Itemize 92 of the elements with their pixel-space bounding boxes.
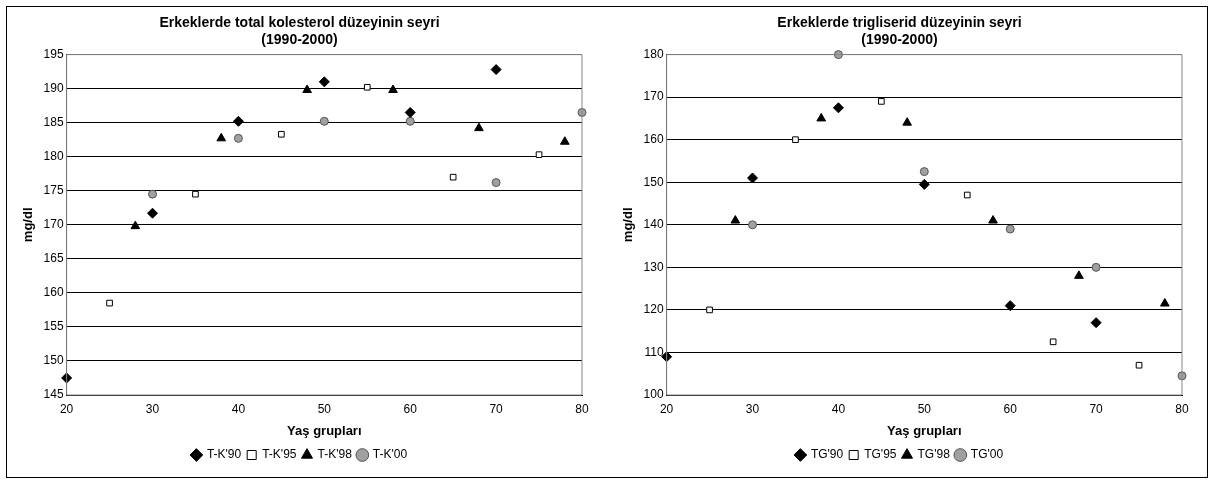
x-tick-label: 60 — [1003, 401, 1018, 416]
y-axis-title: mg/dl — [20, 207, 36, 243]
point — [449, 173, 457, 181]
x-tick-label: 50 — [317, 401, 332, 416]
y-tick-label: 190 — [43, 80, 64, 95]
point — [1091, 262, 1101, 272]
point — [318, 76, 330, 88]
point — [232, 115, 244, 127]
y-tick-label: 165 — [43, 251, 64, 266]
point — [878, 98, 885, 105]
point — [730, 215, 741, 224]
y-tick-label: 160 — [643, 132, 664, 147]
point — [1135, 361, 1143, 369]
point — [147, 207, 159, 219]
point — [278, 130, 285, 138]
point — [1005, 224, 1015, 234]
x-tick-label: 70 — [1089, 401, 1104, 416]
legend-label: T-K'90 — [206, 447, 242, 462]
y-tick-label: 120 — [643, 302, 664, 317]
x-tick-label: 50 — [917, 401, 932, 416]
point — [1004, 300, 1016, 312]
point — [963, 191, 971, 199]
y-tick-label: 170 — [643, 89, 664, 104]
point — [902, 117, 912, 126]
legend-label: TG'90 — [810, 447, 844, 462]
y-tick-label: 170 — [43, 217, 64, 232]
x-axis-title: Yaş grupları — [887, 422, 962, 438]
point — [405, 116, 415, 126]
y-tick-label: 175 — [43, 183, 64, 198]
x-tick-label: 20 — [659, 401, 674, 416]
x-tick-label: 40 — [831, 401, 846, 416]
x-tick-label: 80 — [575, 401, 589, 416]
point — [918, 178, 930, 190]
x-tick-label: 60 — [403, 401, 418, 416]
y-axis-title: mg/dl — [620, 207, 636, 243]
point — [491, 178, 501, 188]
point — [748, 220, 758, 230]
point — [1074, 270, 1084, 279]
point — [1159, 298, 1170, 307]
x-tick-label: 30 — [145, 401, 160, 416]
point — [816, 112, 827, 122]
y-tick-label: 180 — [43, 149, 64, 164]
point — [919, 167, 929, 177]
y-tick-label: 140 — [643, 217, 664, 232]
legend-label: T-K'95 — [262, 447, 297, 462]
point — [1049, 338, 1057, 346]
x-tick-label: 20 — [59, 401, 74, 416]
y-tick-label: 150 — [43, 353, 64, 368]
point — [148, 189, 158, 199]
point — [833, 50, 843, 60]
y-tick-label: 195 — [43, 46, 64, 61]
y-tick-label: 150 — [643, 174, 664, 189]
legend-label: TG'95 — [864, 447, 897, 462]
point — [61, 372, 73, 384]
point — [474, 122, 484, 132]
y-tick-label: 130 — [643, 259, 664, 274]
point — [130, 220, 141, 230]
legend-label: TG'98 — [917, 447, 951, 462]
point — [319, 116, 329, 126]
x-tick-label: 80 — [1175, 401, 1189, 416]
point — [363, 83, 371, 91]
chart-title: Erkeklerde total kolesterol düzeyinin seyri (1990-2000) — [159, 14, 440, 48]
y-tick-label: 155 — [43, 319, 64, 334]
y-tick-label: 185 — [43, 114, 64, 129]
y-tick-label: 110 — [644, 344, 664, 359]
point — [988, 215, 998, 224]
x-axis-title: Yaş grupları — [287, 422, 362, 438]
y-tick-label: 145 — [43, 387, 64, 402]
chart-title: Erkeklerde trigliserid düzeyinin seyri (1990-2000) — [777, 14, 1022, 48]
point — [388, 84, 398, 93]
legend-label: T-K'00 — [372, 447, 408, 462]
point — [535, 151, 543, 159]
point — [192, 190, 199, 198]
point — [216, 132, 227, 142]
point — [106, 299, 113, 307]
legend-label: TG'00 — [970, 447, 1004, 462]
point — [706, 306, 713, 314]
point — [792, 136, 799, 144]
point — [832, 102, 844, 114]
legend-label: T-K'98 — [317, 447, 353, 462]
point — [1090, 317, 1102, 329]
point — [490, 64, 502, 76]
point — [559, 136, 570, 145]
y-tick-label: 180 — [643, 46, 664, 61]
point — [302, 84, 312, 93]
x-tick-label: 70 — [489, 401, 504, 416]
y-tick-label: 100 — [643, 387, 664, 402]
x-tick-label: 30 — [745, 401, 760, 416]
point — [233, 133, 243, 143]
x-tick-label: 40 — [231, 401, 246, 416]
y-tick-label: 160 — [43, 285, 64, 300]
point — [404, 106, 416, 118]
